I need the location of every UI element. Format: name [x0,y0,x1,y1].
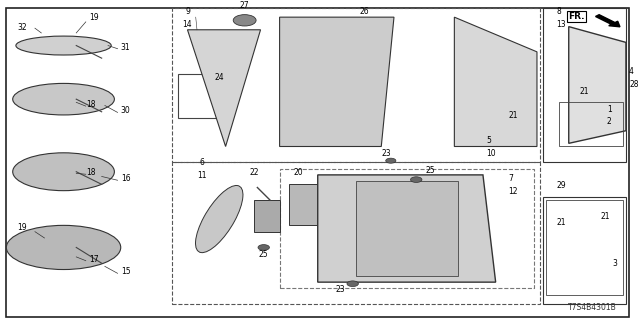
Text: 13: 13 [556,20,566,28]
Text: 21: 21 [580,87,589,96]
Text: FR.: FR. [568,12,584,21]
Ellipse shape [6,225,121,269]
Bar [172,8,540,162]
Polygon shape [569,27,626,143]
Circle shape [359,23,372,30]
Text: 15: 15 [121,267,131,276]
Text: 8: 8 [556,7,561,16]
Bar [280,169,534,288]
Text: 25: 25 [259,250,269,259]
Text: 31: 31 [121,43,131,52]
Circle shape [386,158,396,163]
Text: 32: 32 [17,23,27,32]
Polygon shape [280,17,394,147]
Text: 16: 16 [121,174,131,183]
Ellipse shape [195,186,243,252]
Text: 27: 27 [240,1,250,10]
Text: 20: 20 [294,168,303,177]
Polygon shape [356,181,458,276]
Text: 21: 21 [556,218,566,228]
Text: 17: 17 [89,255,99,264]
Bar [254,200,280,232]
Bar [289,184,321,225]
Bar [178,74,216,118]
Text: 19: 19 [89,13,99,22]
Circle shape [258,244,269,250]
Circle shape [233,15,256,26]
Bar [172,162,540,304]
Text: 23: 23 [335,284,345,294]
Text: 4: 4 [629,67,634,76]
Text: 7: 7 [508,174,513,183]
Text: 21: 21 [508,111,518,120]
Text: 5: 5 [486,136,491,145]
Text: T7S4B4301B: T7S4B4301B [568,303,616,312]
Bar [559,102,623,147]
Text: 18: 18 [86,100,95,109]
Text: 19: 19 [17,223,27,232]
Text: 3: 3 [612,260,617,268]
Text: 25: 25 [426,166,435,175]
Bar [543,8,626,162]
Text: 10: 10 [486,149,496,158]
Ellipse shape [16,36,111,55]
Text: 30: 30 [121,106,131,116]
Bar [543,197,626,304]
Text: 14: 14 [182,20,192,28]
Text: 9: 9 [185,7,190,16]
Text: 29: 29 [556,180,566,189]
Ellipse shape [13,153,115,191]
Text: 18: 18 [86,168,95,177]
Circle shape [347,281,358,287]
Text: 21: 21 [600,212,610,221]
Text: 24: 24 [214,73,224,82]
Polygon shape [188,30,260,147]
Text: 12: 12 [508,187,518,196]
Text: 28: 28 [629,80,639,89]
Text: 6: 6 [200,158,205,167]
Text: 11: 11 [197,171,207,180]
Text: 1: 1 [607,105,612,114]
Text: 23: 23 [381,149,391,158]
Text: 2: 2 [607,117,612,126]
Ellipse shape [13,84,115,115]
Polygon shape [454,17,537,147]
Circle shape [410,177,422,182]
Bar [547,200,623,295]
Polygon shape [317,175,495,282]
FancyArrow shape [596,15,620,27]
Text: 26: 26 [359,7,369,16]
Text: 22: 22 [250,168,259,177]
